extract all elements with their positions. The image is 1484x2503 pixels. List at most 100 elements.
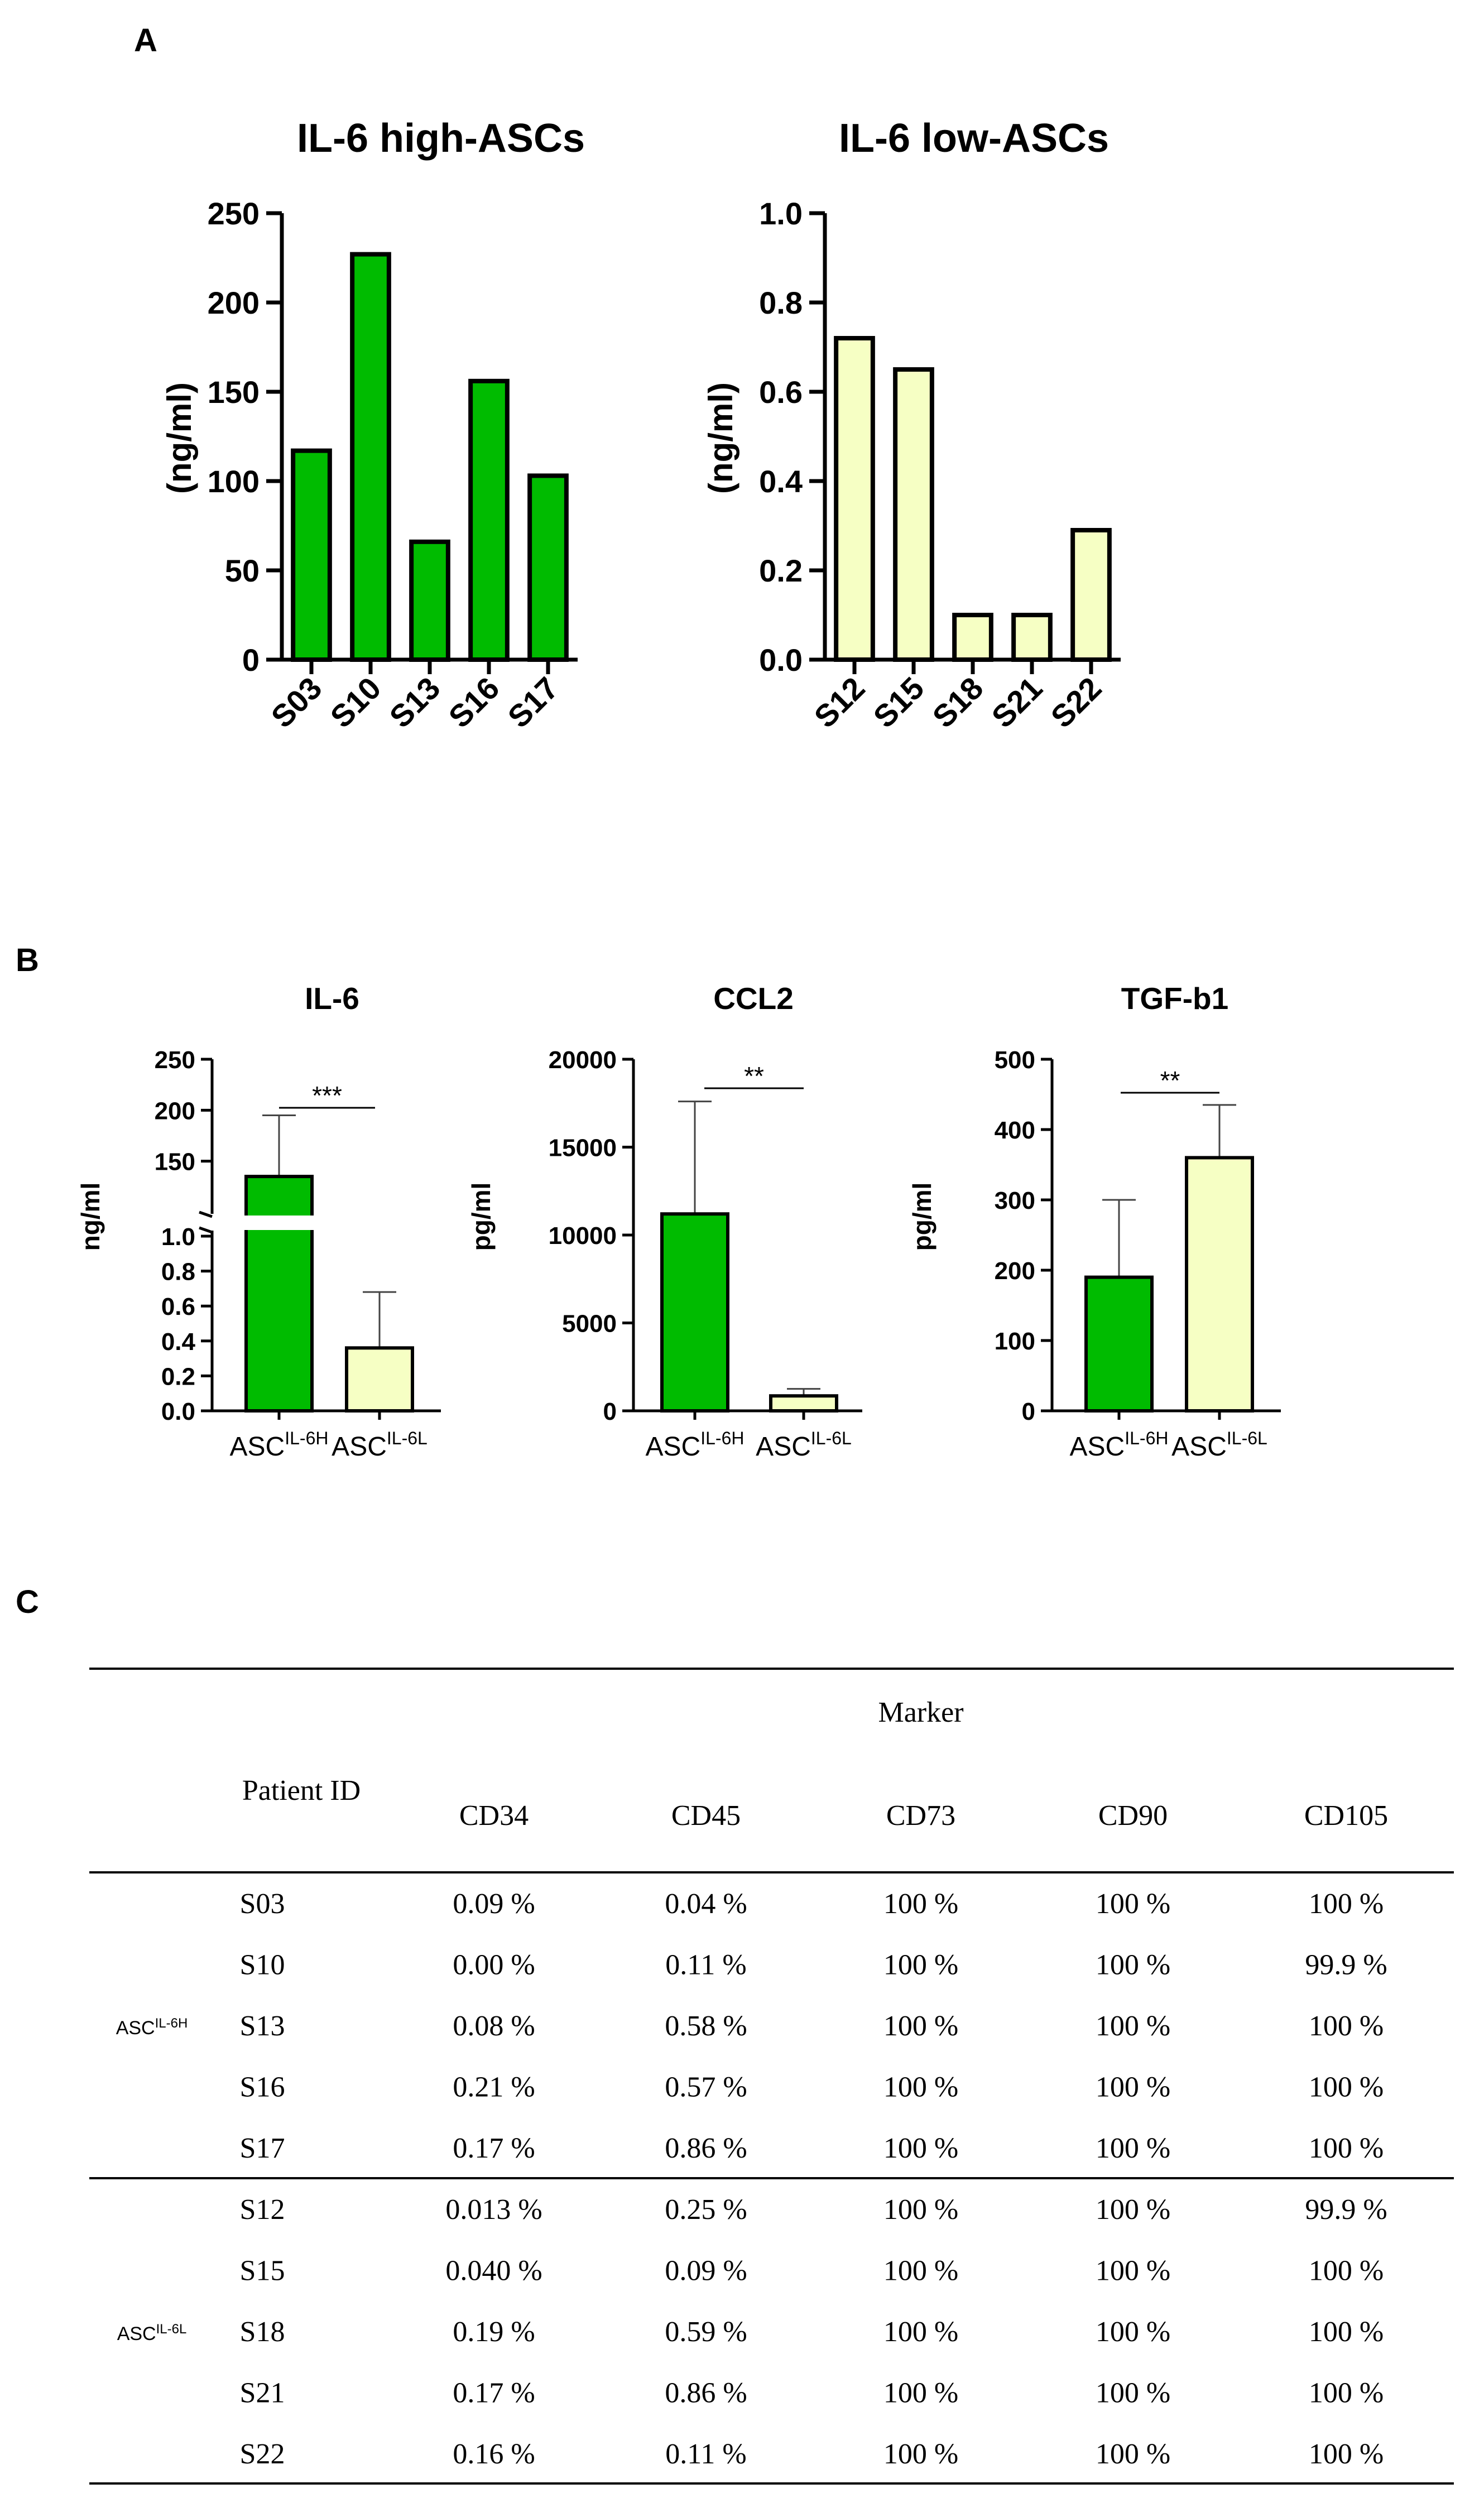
y-tick-group: 0 5000 10000 15000 20000 [549, 1046, 633, 1425]
bar-asc-il6h [244, 1175, 314, 1413]
y-tick-group: 0 100 200 300 400 500 [995, 1046, 1052, 1425]
column-header-cd45: CD45 [671, 1800, 741, 1832]
header-marker: Marker [878, 1697, 963, 1728]
x-tick-group: ASCIL-6H ASCIL-6L [230, 1411, 428, 1462]
y-tick-label: 200 [208, 285, 260, 320]
bar-group [834, 336, 1112, 662]
cell-value: 100 % [883, 2072, 958, 2103]
cell-value: 0.19 % [453, 2316, 535, 2348]
axes [823, 213, 1121, 662]
bar-s10 [350, 252, 391, 662]
x-tick-label: S15 [866, 670, 930, 734]
y-tick-label: 0.2 [161, 1363, 195, 1390]
y-tick-label: 400 [995, 1117, 1035, 1144]
x-tick-label: ASCIL-6L [1171, 1428, 1267, 1462]
significance-bracket: *** [279, 1081, 375, 1110]
y-tick-label: 250 [208, 196, 260, 231]
cell-value: 100 % [1309, 2132, 1384, 2164]
bar-s22 [1070, 528, 1112, 662]
y-tick-label: 0 [242, 642, 260, 678]
cell-value: 0.59 % [665, 2316, 747, 2348]
cell-value: 100 % [883, 2438, 958, 2470]
bar-asc-il6l [345, 1346, 414, 1413]
header-patient-id: Patient ID [242, 1775, 361, 1807]
table-row: S03 0.09 % 0.04 % 100 % 100 % 100 % [240, 1888, 1384, 1920]
y-tick-label: 0 [603, 1398, 617, 1425]
cell-patient-id: S17 [240, 2132, 285, 2164]
table-row: S16 0.21 % 0.57 % 100 % 100 % 100 % [240, 2072, 1384, 2103]
y-axis-label: pg/ml [907, 1183, 936, 1251]
cell-value: 100 % [883, 1949, 958, 1981]
cell-value: 0.86 % [665, 2132, 747, 2164]
table-row: S15 0.040 % 0.09 % 100 % 100 % 100 % [240, 2255, 1384, 2287]
cell-value: 100 % [883, 2132, 958, 2164]
cell-value: 0.17 % [453, 2377, 535, 2409]
bar-group [1084, 1104, 1254, 1413]
bar-group [291, 252, 569, 662]
cell-value: 0.08 % [453, 2010, 535, 2042]
x-tick-label: S13 [382, 670, 446, 734]
cell-value: 100 % [1096, 2194, 1170, 2226]
y-tick-label: 500 [995, 1046, 1035, 1074]
cell-value: 100 % [1309, 2010, 1384, 2042]
cell-patient-id: S15 [240, 2255, 285, 2287]
cell-value: 0.21 % [453, 2072, 535, 2103]
y-tick-label: 10000 [549, 1222, 617, 1250]
bar-s13 [409, 539, 450, 662]
cell-value: 100 % [883, 2316, 958, 2348]
cell-value: 0.09 % [453, 1888, 535, 1920]
table-row: S12 0.013 % 0.25 % 100 % 100 % 99.9 % [240, 2194, 1387, 2226]
x-tick-label: ASCIL-6H [646, 1428, 745, 1462]
y-axis-label: (ng/ml) [161, 382, 198, 494]
y-tick-label: 0.0 [161, 1398, 195, 1425]
cell-value: 0.25 % [665, 2194, 747, 2226]
significance-bracket: ** [1121, 1066, 1219, 1095]
bar-s21 [1011, 613, 1053, 662]
chart-b-ccl2: CCL2 pg/ml 0 5000 10000 15000 20000 ASCIL-6H… [467, 981, 862, 1462]
y-axis-label: pg/ml [467, 1183, 496, 1251]
y-tick-label: 0.6 [161, 1293, 195, 1320]
cell-value: 100 % [1096, 2255, 1170, 2287]
cell-value: 0.86 % [665, 2377, 747, 2409]
y-tick-label: 0.4 [759, 464, 803, 499]
table-row: S13 0.08 % 0.58 % 100 % 100 % 100 % [240, 2010, 1384, 2042]
cell-value: 100 % [1096, 2072, 1170, 2103]
y-tick-label: 100 [208, 464, 260, 499]
chart-title: IL-6 low-ASCs [839, 116, 1109, 161]
significance-stars: *** [312, 1081, 342, 1110]
cell-value: 100 % [883, 1888, 958, 1920]
cell-value: 100 % [883, 2255, 958, 2287]
column-header-cd34: CD34 [459, 1800, 529, 1832]
x-tick-label: S22 [1044, 670, 1108, 734]
x-tick-label: S12 [807, 670, 871, 734]
column-header-cd73: CD73 [886, 1800, 955, 1832]
bar-s18 [952, 613, 993, 662]
table-row: S22 0.16 % 0.11 % 100 % 100 % 100 % [240, 2438, 1384, 2470]
y-tick-label: 200 [995, 1257, 1035, 1285]
bar-s16 [468, 378, 510, 662]
x-tick-label: ASCIL-6H [1070, 1428, 1169, 1462]
x-tick-label: S03 [264, 670, 328, 734]
cell-value: 99.9 % [1305, 1949, 1387, 1981]
bar-s12 [834, 336, 875, 662]
y-tick-label: 150 [208, 374, 260, 410]
y-tick-label: 100 [995, 1328, 1035, 1355]
axes [632, 1059, 862, 1413]
cell-value: 100 % [1096, 2132, 1170, 2164]
table-row: S18 0.19 % 0.59 % 100 % 100 % 100 % [240, 2316, 1384, 2348]
group-label: ASCIL-6L [117, 2322, 187, 2345]
cell-value: 100 % [1309, 2377, 1384, 2409]
significance-stars: ** [1160, 1066, 1180, 1095]
x-tick-group: ASCIL-6H ASCIL-6L [646, 1411, 852, 1462]
x-tick-label: S10 [323, 670, 387, 734]
axis-break-gap [243, 1216, 315, 1230]
marker-table: Marker Patient ID CD34 CD45 CD73 CD90 CD105 … [89, 1668, 1454, 2485]
y-tick-label: 1.0 [759, 196, 803, 231]
cell-patient-id: S10 [240, 1949, 285, 1981]
significance-stars: ** [744, 1061, 764, 1090]
panel-label-a: A [134, 22, 157, 59]
cell-value: 0.58 % [665, 2010, 747, 2042]
cell-patient-id: S12 [240, 2194, 285, 2226]
x-tick-label: ASCIL-6L [332, 1428, 428, 1462]
